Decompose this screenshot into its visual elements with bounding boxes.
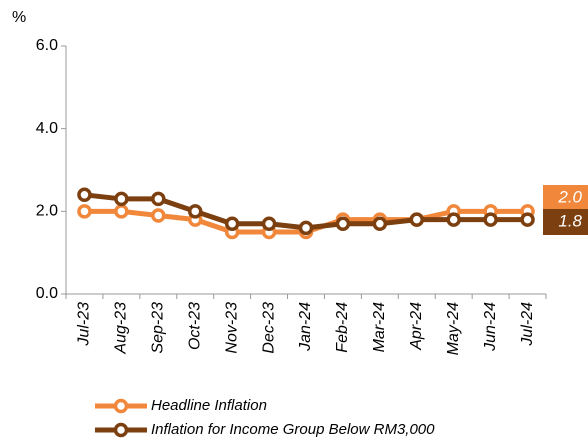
point bbox=[151, 191, 166, 207]
point bbox=[298, 220, 314, 236]
legend-marker bbox=[113, 422, 129, 438]
legend-label: Inflation for Income Group Below RM3,000 bbox=[151, 421, 435, 438]
y-tick-label: 4.0 bbox=[36, 120, 58, 137]
x-tick-label: Mar-24 bbox=[371, 302, 388, 352]
point bbox=[483, 212, 498, 227]
point bbox=[409, 212, 425, 227]
point bbox=[151, 208, 166, 223]
x-tick-label: Jun-24 bbox=[482, 302, 499, 352]
x-tick-label: Jul-23 bbox=[76, 302, 93, 347]
x-tick-label: May-24 bbox=[445, 302, 462, 355]
x-tick-label: Jul-24 bbox=[519, 302, 536, 347]
y-tick-label: 2.0 bbox=[36, 203, 58, 220]
point bbox=[224, 216, 240, 231]
end-label-box bbox=[543, 209, 588, 235]
x-tick-label: Aug-23 bbox=[113, 302, 130, 355]
point bbox=[187, 204, 203, 219]
end-label: 1.8 bbox=[558, 211, 582, 230]
legend-label: Headline Inflation bbox=[151, 397, 267, 414]
point bbox=[77, 204, 92, 219]
point bbox=[261, 216, 277, 231]
x-tick-label: Apr-24 bbox=[408, 302, 425, 351]
x-tick-label: Dec-23 bbox=[260, 302, 277, 354]
point bbox=[77, 187, 92, 203]
x-tick-label: Sep-23 bbox=[150, 302, 167, 354]
x-tick-label: Feb-24 bbox=[334, 302, 351, 353]
x-tick-label: Oct-23 bbox=[186, 302, 203, 350]
point bbox=[335, 216, 351, 231]
end-label-box bbox=[543, 185, 588, 211]
point bbox=[446, 212, 461, 227]
point bbox=[114, 191, 129, 207]
x-tick-label: Nov-23 bbox=[223, 302, 240, 354]
y-tick-label: 6.0 bbox=[36, 37, 58, 54]
point bbox=[372, 216, 388, 231]
y-unit: % bbox=[12, 9, 26, 26]
legend-marker bbox=[113, 398, 129, 414]
y-tick-label: 0.0 bbox=[36, 285, 58, 302]
x-tick-label: Jan-24 bbox=[297, 302, 314, 352]
point bbox=[520, 212, 535, 227]
end-label: 2.0 bbox=[557, 187, 582, 206]
point bbox=[114, 204, 129, 219]
